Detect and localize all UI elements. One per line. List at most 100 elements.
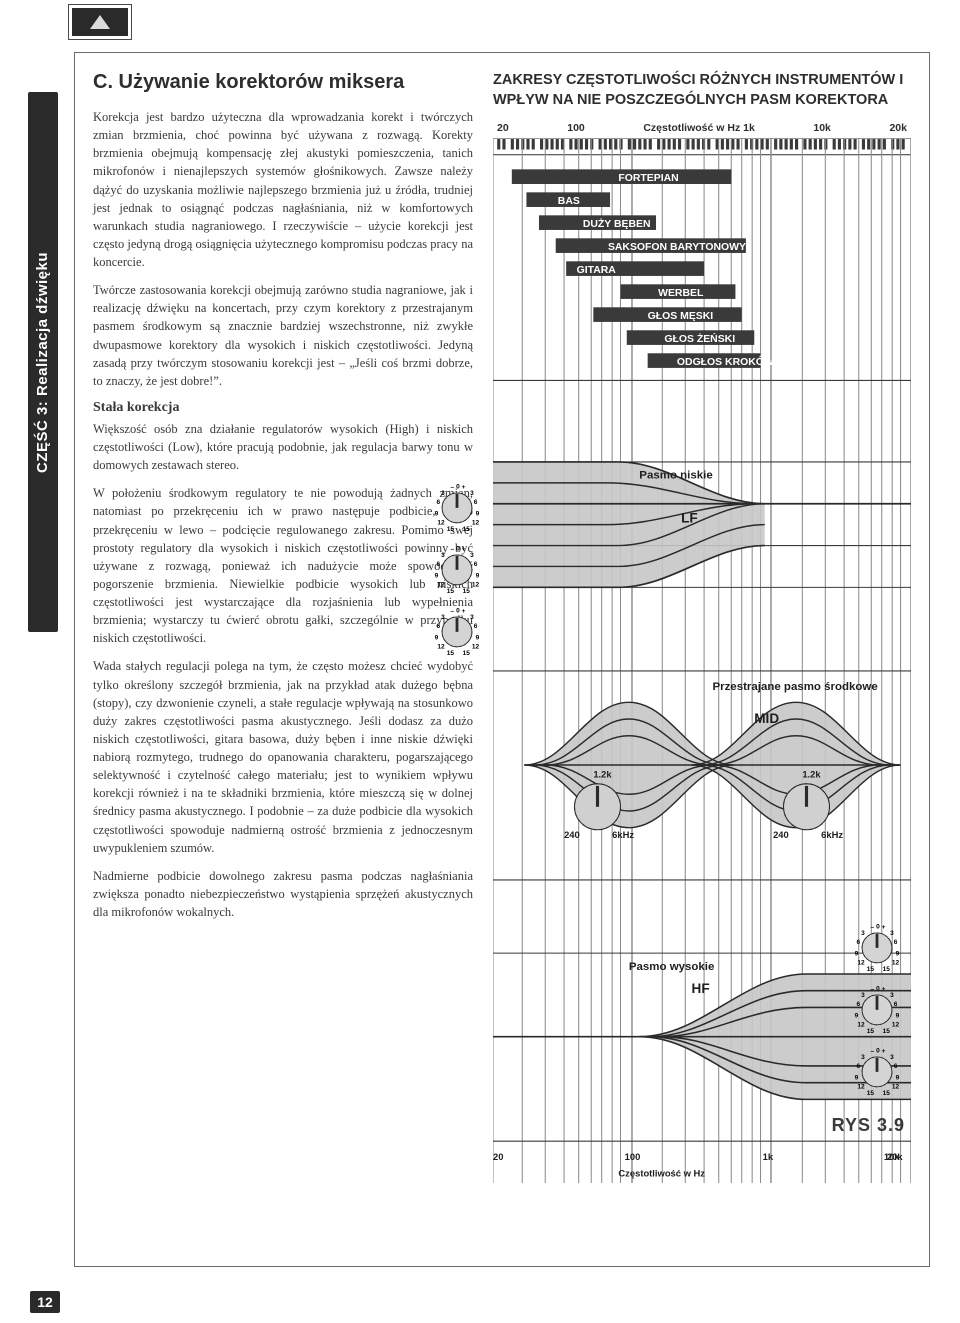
eq-knob: – 0 + 3 3 6 6 9 9 12 12 15 15 [849, 980, 905, 1036]
svg-text:+: + [462, 608, 466, 615]
svg-text:3: 3 [441, 552, 445, 559]
svg-text:0: 0 [876, 923, 880, 930]
svg-text:6: 6 [894, 1063, 898, 1070]
svg-text:3: 3 [861, 1054, 865, 1061]
svg-text:9: 9 [896, 950, 900, 957]
svg-text:6: 6 [894, 1001, 898, 1008]
svg-text:3: 3 [470, 614, 474, 621]
axis-tick: 20k [889, 122, 907, 134]
svg-text:6: 6 [436, 623, 440, 630]
svg-text:+: + [882, 1048, 886, 1055]
svg-text:3: 3 [861, 930, 865, 937]
eq-knob: – 0 + 3 3 6 6 9 9 12 12 15 15 [849, 918, 905, 974]
svg-text:20: 20 [493, 1151, 503, 1162]
svg-text:240: 240 [773, 829, 789, 840]
svg-text:ODGŁOS KROKÓW: ODGŁOS KROKÓW [677, 355, 774, 368]
svg-text:HF: HF [692, 981, 710, 996]
svg-text:–: – [450, 608, 454, 615]
mini-knob-stack-left: – 0 + 3 3 6 6 9 9 12 12 15 15 – 0 + 3 3 … [429, 478, 493, 664]
svg-text:6: 6 [474, 561, 478, 568]
content-frame: C. Używanie korektorów miksera Korekcja … [74, 52, 930, 1267]
svg-text:12: 12 [857, 1022, 865, 1029]
eq-knob: – 0 + 3 3 6 6 9 9 12 12 15 15 [429, 478, 485, 534]
svg-text:12: 12 [892, 1084, 900, 1091]
svg-text:DUŻY BĘBEN: DUŻY BĘBEN [583, 217, 651, 230]
svg-text:6: 6 [856, 1001, 860, 1008]
svg-text:100: 100 [625, 1151, 641, 1162]
svg-text:15: 15 [463, 650, 471, 657]
svg-text:12: 12 [437, 644, 445, 651]
svg-text:0: 0 [876, 985, 880, 992]
body-paragraph: Korekcja jest bardzo użyteczna dla wprow… [93, 108, 473, 271]
svg-text:9: 9 [435, 572, 439, 579]
svg-text:15: 15 [447, 650, 455, 657]
svg-text:240: 240 [564, 829, 580, 840]
instrument-bars: FORTEPIAN BAS DUŻY BĘBEN SAKSOFON BARYTO… [512, 169, 774, 368]
svg-text:3: 3 [470, 490, 474, 497]
svg-text:0: 0 [456, 607, 460, 614]
svg-text:15: 15 [463, 526, 471, 533]
svg-text:12: 12 [892, 1022, 900, 1029]
svg-text:+: + [462, 484, 466, 491]
lf-curves: Pasmo niskie LF [493, 462, 911, 587]
svg-text:9: 9 [896, 1074, 900, 1081]
svg-text:12: 12 [437, 520, 445, 527]
svg-text:6kHz: 6kHz [821, 829, 843, 840]
eq-knob: – 0 + 3 3 6 6 9 9 12 12 15 15 [429, 540, 485, 596]
svg-text:6: 6 [856, 1063, 860, 1070]
body-paragraph: W położeniu środkowym regulatory te nie … [93, 484, 473, 647]
svg-text:Pasmo niskie: Pasmo niskie [639, 470, 712, 482]
axis-label: Częstotliwość w Hz 1k [643, 122, 754, 134]
svg-text:15: 15 [447, 588, 455, 595]
svg-text:1.2k: 1.2k [593, 769, 612, 780]
body-paragraph: Twórcze zastosowania korekcji obejmują z… [93, 281, 473, 390]
svg-text:+: + [882, 924, 886, 931]
svg-text:9: 9 [476, 634, 480, 641]
svg-text:3: 3 [890, 930, 894, 937]
body-paragraph: Większość osób zna działanie regulatorów… [93, 420, 473, 474]
side-tab: CZĘŚĆ 3: Realizacja dźwięku [28, 92, 58, 632]
svg-text:9: 9 [855, 1074, 859, 1081]
figure-label: RYS 3.9 [832, 1115, 905, 1136]
svg-text:+: + [882, 986, 886, 993]
svg-text:3: 3 [861, 992, 865, 999]
svg-text:12: 12 [472, 520, 480, 527]
svg-text:15: 15 [463, 588, 471, 595]
page-number: 12 [30, 1291, 60, 1313]
svg-text:6: 6 [474, 499, 478, 506]
svg-text:12: 12 [437, 582, 445, 589]
axis-tick: 10k [813, 122, 831, 134]
svg-text:3: 3 [890, 1054, 894, 1061]
svg-text:Częstotliwość w Hz: Częstotliwość w Hz [618, 1168, 705, 1179]
chart-title: ZAKRESY CZĘSTOTLIWOŚCI RÓŻNYCH INSTRUMEN… [493, 71, 911, 110]
chart-area: – 0 + 3 3 6 6 9 9 12 12 15 15 – 0 + 3 3 … [493, 138, 911, 1138]
svg-text:9: 9 [435, 634, 439, 641]
svg-text:9: 9 [476, 572, 480, 579]
svg-text:9: 9 [896, 1012, 900, 1019]
svg-text:15: 15 [867, 1090, 875, 1097]
piano-ruler [493, 138, 911, 155]
svg-text:6: 6 [894, 939, 898, 946]
svg-text:15: 15 [883, 1028, 891, 1035]
section-heading: C. Używanie korektorów miksera [93, 71, 473, 94]
svg-text:15: 15 [883, 966, 891, 973]
svg-text:BAS: BAS [558, 196, 580, 207]
axis-top: 20 100 Częstotliwość w Hz 1k 10k 20k [493, 122, 911, 134]
axis-tick: 100 [567, 122, 585, 134]
svg-text:9: 9 [435, 510, 439, 517]
svg-text:15: 15 [447, 526, 455, 533]
svg-text:9: 9 [855, 1012, 859, 1019]
svg-text:–: – [870, 1048, 874, 1055]
mini-knob-stack-right: – 0 + 3 3 6 6 9 9 12 12 15 15 – 0 + 3 3 … [849, 918, 919, 1104]
svg-text:GŁOS MĘSKI: GŁOS MĘSKI [648, 311, 714, 322]
body-paragraph: Nadmierne podbicie dowolnego zakresu pas… [93, 867, 473, 921]
logo-badge [72, 8, 128, 36]
svg-text:LF: LF [681, 511, 698, 526]
svg-text:6: 6 [436, 561, 440, 568]
svg-text:3: 3 [441, 490, 445, 497]
axis-bottom: 20 100 1k 10k 20k Częstotliwość w Hz [493, 1151, 903, 1179]
svg-text:3: 3 [441, 614, 445, 621]
svg-text:Przestrajane pasmo środkowe: Przestrajane pasmo środkowe [712, 681, 877, 693]
sub-heading: Stała korekcja [93, 400, 473, 416]
svg-text:9: 9 [476, 510, 480, 517]
